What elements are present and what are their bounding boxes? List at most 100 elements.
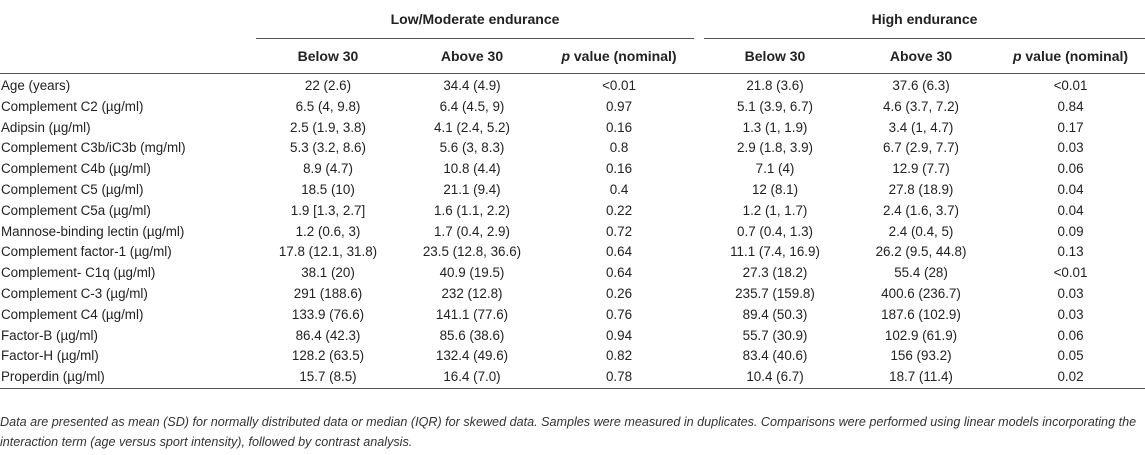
cell-low-below: 5.3 (3.2, 8.6)	[290, 140, 366, 156]
sub-header-blank	[0, 38, 256, 74]
cell-high-below: 2.9 (1.8, 3.9)	[737, 140, 813, 156]
cell-low-p: 0.8	[609, 140, 629, 156]
cell-low-above: 232 (12.8)	[441, 285, 503, 301]
row-label: Factor-H (µg/ml)	[1, 348, 99, 364]
cell-high-above: 2.4 (1.6, 3.7)	[883, 202, 959, 218]
cell-low-below: 133.9 (76.6)	[291, 306, 365, 322]
p-rest: value (nominal)	[570, 48, 677, 64]
cell-low-below: 18.5 (10)	[301, 181, 355, 197]
cell-high-p: 0.03	[1057, 306, 1084, 322]
cell-high-p: 0.06	[1057, 161, 1084, 177]
cell-low-below: 291 (188.6)	[293, 285, 363, 301]
cell-high-above: 55.4 (28)	[894, 265, 948, 281]
cell-high-p: <0.01	[1053, 78, 1088, 93]
table-row: Complement C5a (µg/ml) 1.9 [1.3, 2.7] 1.6 …	[0, 201, 1145, 222]
row-label: Complement C5a (µg/ml)	[1, 202, 151, 218]
cell-low-p: 0.4	[609, 181, 629, 197]
row-label: Factor-B (µg/ml)	[1, 327, 98, 343]
row-label: Complement C5 (µg/ml)	[1, 181, 144, 197]
gap-cell	[694, 284, 704, 305]
gap-cell	[694, 201, 704, 222]
cell-low-above: 132.4 (49.6)	[435, 348, 509, 364]
gap-cell	[694, 242, 704, 263]
cell-low-p: 0.94	[605, 327, 633, 343]
cell-low-p: 0.78	[544, 367, 695, 389]
cell-high-p: 0.03	[1057, 285, 1084, 301]
cell-low-below: 17.8 (12.1, 31.8)	[278, 244, 378, 260]
table-row: Complement- C1q (µg/ml) 38.1 (20) 40.9 (19…	[0, 263, 1145, 284]
cell-high-above: 4.6 (3.7, 7.2)	[883, 98, 959, 114]
cell-high-above: 26.2 (9.5, 44.8)	[875, 244, 967, 260]
gap-cell	[694, 263, 704, 284]
row-label: Mannose-binding lectin (µg/ml)	[1, 223, 185, 239]
cell-high-p: 0.06	[1057, 327, 1084, 343]
cell-low-p: 0.22	[605, 202, 633, 218]
cell-low-below: 1.9 [1.3, 2.7]	[290, 202, 366, 218]
cell-low-p: 0.64	[605, 265, 633, 281]
cell-low-p: 0.26	[605, 285, 633, 301]
table-row: Factor-H (µg/ml) 128.2 (63.5) 132.4 (49.6)…	[0, 346, 1145, 367]
header-high-p-value: p value (nominal)	[996, 38, 1145, 74]
cell-high-below: 1.3 (1, 1.9)	[742, 119, 808, 135]
table-footnote: Data are presented as mean (SD) for norm…	[0, 415, 1137, 449]
cell-high-p: 0.05	[1057, 348, 1084, 364]
table-body: Age (years) 22 (2.6) 34.4 (4.9) <0.01 21.8 (…	[0, 74, 1145, 389]
cell-low-above: 34.4 (4.9)	[443, 78, 501, 93]
cell-high-below: 1.2 (1, 1.7)	[742, 202, 808, 218]
gap-cell	[694, 367, 705, 389]
cell-low-above: 10.8 (4.4)	[443, 161, 501, 177]
cell-low-above: 23.5 (12.8, 36.6)	[422, 244, 522, 260]
cell-high-p: 0.09	[1057, 223, 1084, 239]
cell-high-below: 5.1 (3.9, 6.7)	[737, 98, 813, 114]
row-label: Complement- C1q (µg/ml)	[1, 265, 156, 281]
cell-high-below: 89.4 (50.3)	[742, 306, 808, 322]
cell-high-above: 6.7 (2.9, 7.7)	[883, 140, 959, 156]
row-label: Complement C3b/iC3b (mg/ml)	[1, 140, 186, 156]
cell-high-p: 0.02	[996, 367, 1145, 389]
table-row: Complement C4 (µg/ml) 133.9 (76.6) 141.1 (…	[0, 305, 1145, 326]
cell-high-below: 0.7 (0.4, 1.3)	[737, 223, 813, 239]
table-row: Adipsin (µg/ml) 2.5 (1.9, 3.8) 4.1 (2.4, 5…	[0, 118, 1145, 139]
cell-high-above: 156 (93.2)	[890, 348, 952, 364]
cell-low-below: 22 (2.6)	[304, 78, 352, 93]
cell-low-below: 38.1 (20)	[301, 265, 355, 281]
cell-high-above: 12.9 (7.7)	[892, 161, 950, 177]
cell-low-above: 16.4 (7.0)	[400, 367, 544, 389]
cell-low-p: 0.76	[605, 306, 633, 322]
cell-low-p: 0.16	[605, 161, 633, 177]
group-header-low: Low/Moderate endurance	[256, 0, 695, 39]
sub-header-gap	[694, 38, 705, 74]
cell-high-p: 0.04	[1057, 202, 1084, 218]
header-high-above: Above 30	[846, 38, 997, 74]
gap-cell	[694, 326, 704, 347]
cell-high-below: 235.7 (159.8)	[735, 285, 815, 301]
cell-low-below: 86.4 (42.3)	[295, 327, 361, 343]
cell-high-p: 0.03	[1057, 140, 1084, 156]
row-label: Complement C4 (µg/ml)	[1, 306, 144, 322]
gap-cell	[694, 74, 704, 97]
row-label: Complement C2 (µg/ml)	[1, 98, 144, 114]
cell-high-below: 21.8 (3.6)	[746, 78, 804, 93]
gap-cell	[694, 346, 704, 367]
cell-low-above: 5.6 (3, 8.3)	[439, 140, 505, 156]
table-row: Complement C3b/iC3b (mg/ml) 5.3 (3.2, 8.6…	[0, 138, 1145, 159]
cell-high-above: 2.4 (0.4, 5)	[888, 223, 954, 239]
cell-high-below: 27.3 (18.2)	[742, 265, 808, 281]
header-high-below: Below 30	[704, 38, 847, 74]
header-low-p-value: p value (nominal)	[544, 38, 695, 74]
cell-low-p: 0.82	[605, 348, 633, 364]
table-row: Age (years) 22 (2.6) 34.4 (4.9) <0.01 21.8 (…	[0, 74, 1145, 97]
row-label: Complement factor-1 (µg/ml)	[1, 244, 172, 260]
cell-low-above: 141.1 (77.6)	[435, 306, 509, 322]
cell-low-above: 21.1 (9.4)	[443, 181, 501, 197]
cell-low-p: 0.97	[605, 98, 633, 114]
cell-low-above: 4.1 (2.4, 5.2)	[434, 119, 510, 135]
table-row: Factor-B (µg/ml) 86.4 (42.3) 85.6 (38.6) 0.…	[0, 326, 1145, 347]
cell-high-p: 0.17	[1057, 119, 1084, 135]
group-header-high: High endurance	[704, 0, 1145, 39]
cell-low-p: 0.72	[605, 223, 633, 239]
gap-cell	[694, 97, 704, 118]
cell-high-above: 102.9 (61.9)	[884, 327, 958, 343]
cell-high-below: 11.1 (7.4, 16.9)	[730, 244, 820, 260]
